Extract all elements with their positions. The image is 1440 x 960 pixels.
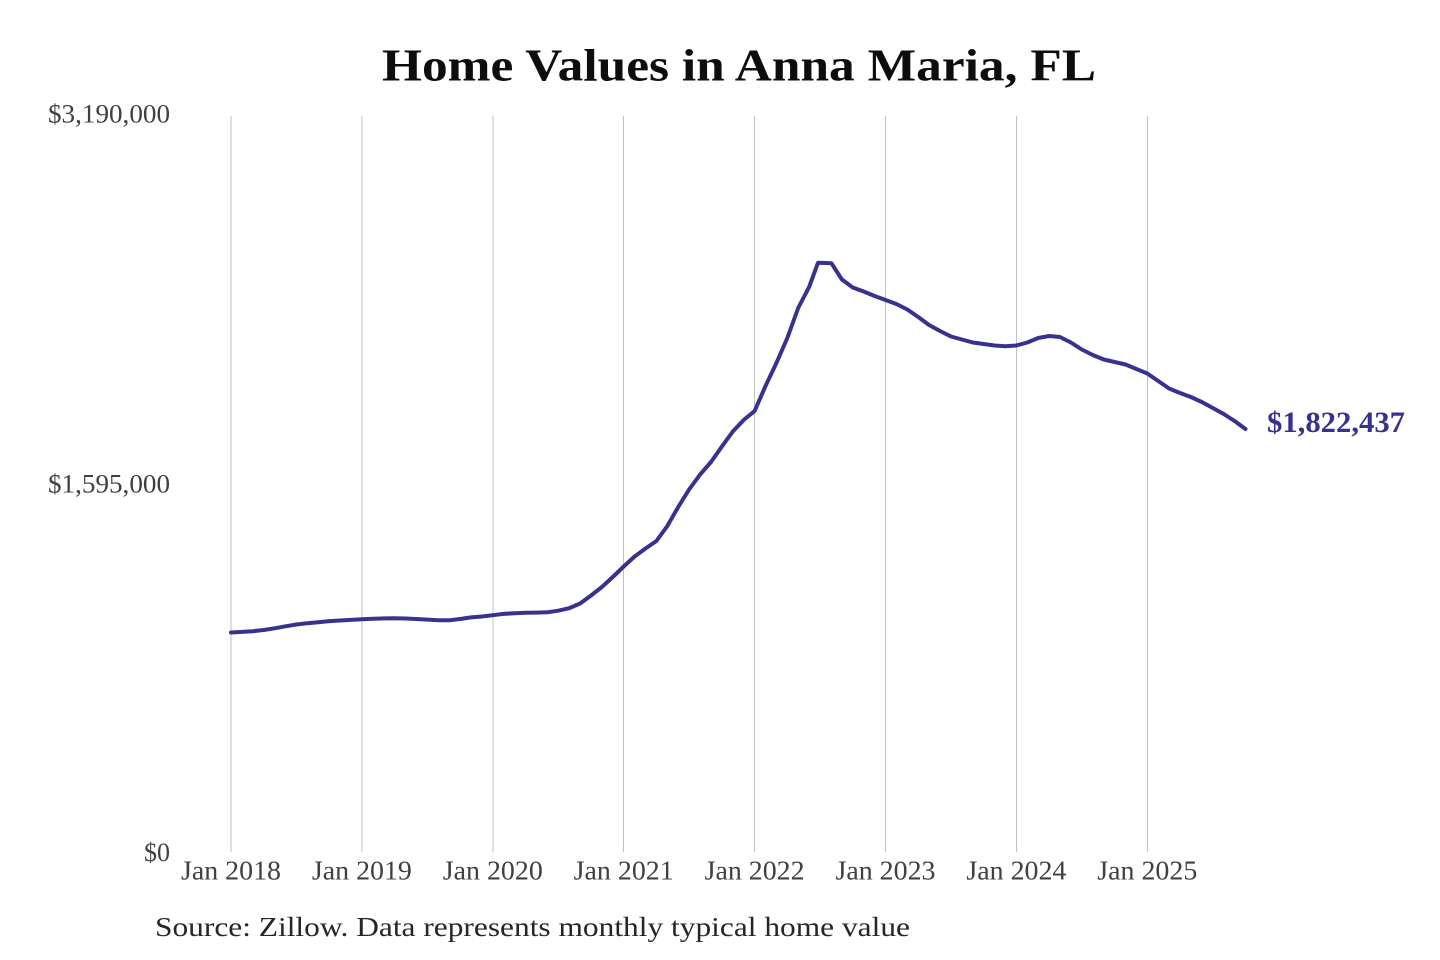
svg-text:Jan 2022: Jan 2022 [705, 856, 805, 886]
svg-text:Source: Zillow. Data represent: Source: Zillow. Data represents monthly … [155, 912, 910, 942]
svg-text:Jan 2019: Jan 2019 [312, 856, 412, 886]
svg-text:$1,822,437: $1,822,437 [1267, 406, 1405, 439]
svg-text:Home Values in Anna Maria, FL: Home Values in Anna Maria, FL [382, 40, 1096, 91]
svg-text:$3,190,000: $3,190,000 [48, 100, 170, 129]
svg-text:Jan 2021: Jan 2021 [574, 856, 674, 886]
svg-text:Jan 2018: Jan 2018 [181, 856, 281, 886]
svg-text:Jan 2020: Jan 2020 [443, 856, 543, 886]
svg-text:Jan 2025: Jan 2025 [1097, 856, 1197, 886]
svg-text:Jan 2024: Jan 2024 [966, 856, 1067, 886]
svg-text:Jan 2023: Jan 2023 [836, 856, 936, 886]
svg-text:$0: $0 [144, 838, 170, 867]
svg-text:$1,595,000: $1,595,000 [48, 470, 170, 499]
